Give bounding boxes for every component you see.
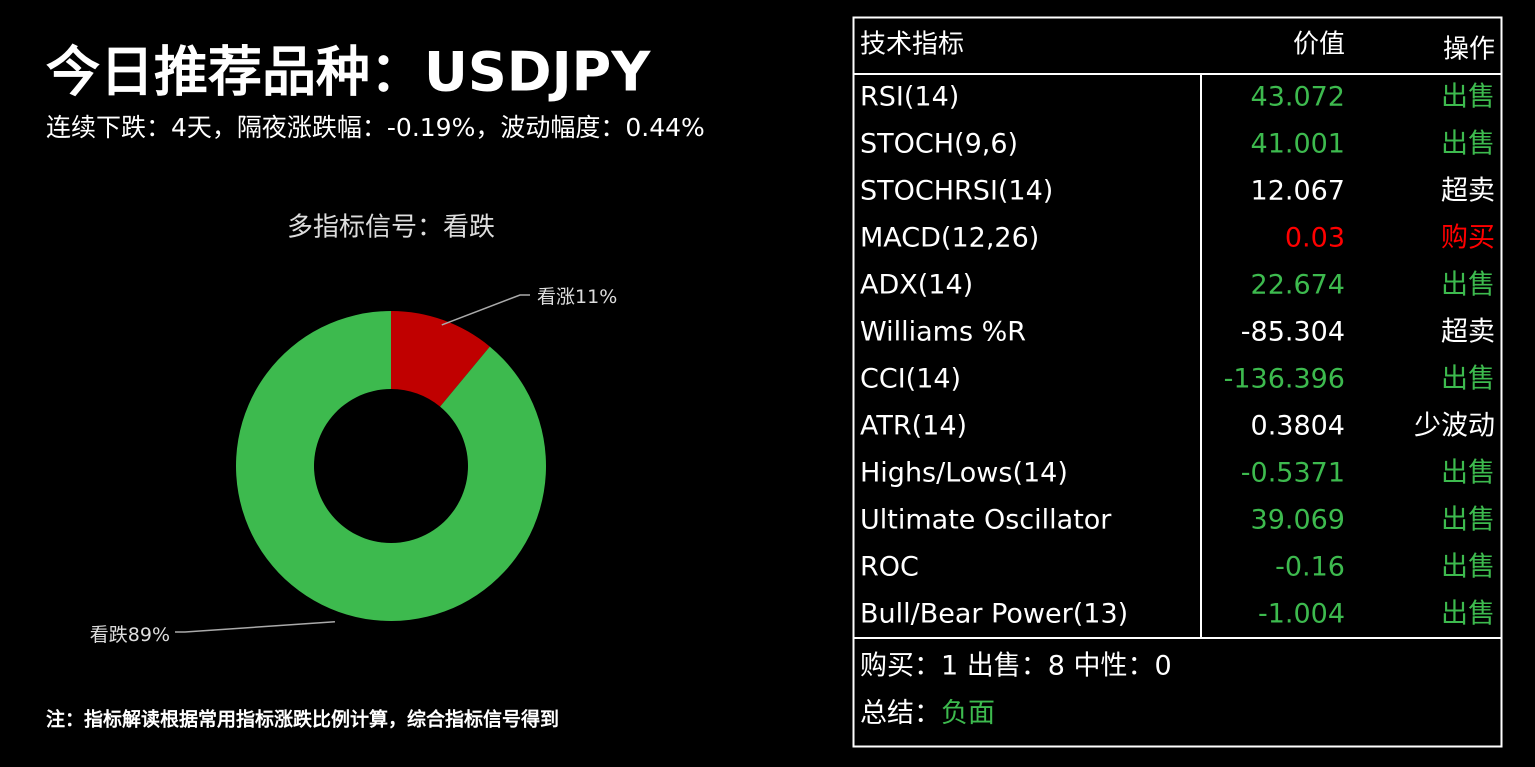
indicator-name: ADX(14) xyxy=(860,270,973,301)
indicator-name: Williams %R xyxy=(860,317,1026,348)
indicator-value: -0.16 xyxy=(1275,552,1345,583)
pie-slice xyxy=(391,311,490,407)
indicator-action: 少波动 xyxy=(1414,411,1495,442)
indicator-name: Highs/Lows(14) xyxy=(860,458,1068,489)
note: 注：指标解读根据常用指标涨跌比例计算，综合指标信号得到 xyxy=(46,708,559,731)
indicator-name: ROC xyxy=(860,552,919,583)
indicator-action: 出售 xyxy=(1441,599,1495,630)
slice-label: 看涨11% xyxy=(537,286,617,308)
indicator-name: RSI(14) xyxy=(860,82,959,113)
summary-value: 负面 xyxy=(941,698,995,729)
indicator-name: Bull/Bear Power(13) xyxy=(860,599,1128,630)
indicator-name: ATR(14) xyxy=(860,411,967,442)
signal-counts: 购买：1 出售：8 中性：0 xyxy=(860,651,1172,682)
label-line xyxy=(175,620,335,633)
indicator-name: CCI(14) xyxy=(860,364,961,395)
indicator-value: 22.674 xyxy=(1251,270,1345,301)
page-title: 今日推荐品种：USDJPY xyxy=(46,41,651,104)
indicator-value: 0.03 xyxy=(1285,223,1345,254)
indicator-value: 41.001 xyxy=(1251,129,1345,160)
indicator-value: 0.3804 xyxy=(1251,411,1345,442)
indicator-value: -85.304 xyxy=(1241,317,1345,348)
indicator-action: 出售 xyxy=(1441,129,1495,160)
indicator-action: 出售 xyxy=(1441,552,1495,583)
summary: 总结：负面 xyxy=(860,698,995,729)
summary-label: 总结： xyxy=(860,698,941,729)
label-line xyxy=(441,294,530,326)
indicator-action: 出售 xyxy=(1441,458,1495,489)
indicator-action: 购买 xyxy=(1441,223,1495,254)
indicator-value: -1.004 xyxy=(1258,599,1345,630)
indicator-value: 12.067 xyxy=(1251,176,1345,207)
indicator-action: 出售 xyxy=(1441,82,1495,113)
indicator-name: MACD(12,26) xyxy=(860,223,1039,254)
indicator-name: STOCH(9,6) xyxy=(860,129,1018,160)
indicator-action: 出售 xyxy=(1441,505,1495,536)
indicator-value: 39.069 xyxy=(1251,505,1345,536)
indicator-name: Ultimate Oscillator xyxy=(860,505,1112,536)
slice-label: 看跌89% xyxy=(90,624,170,646)
indicator-action: 超卖 xyxy=(1441,176,1495,207)
table-header: 操作 xyxy=(1443,35,1495,65)
slice-value: 11% xyxy=(575,286,617,308)
table-header: 技术指标 xyxy=(860,30,964,60)
slice-value: 89% xyxy=(128,624,170,646)
pie-slice xyxy=(236,311,546,621)
table-rows: RSI(14) 43.072 出售 STOCH(9,6) 41.001 出售 STOCHRS… xyxy=(860,82,1495,630)
chart-title: 多指标信号：看跌 xyxy=(287,213,495,243)
indicator-value: -136.396 xyxy=(1224,364,1345,395)
indicator-value: 43.072 xyxy=(1251,82,1345,113)
indicator-action: 出售 xyxy=(1441,270,1495,301)
slice-category: 看跌 xyxy=(90,624,128,646)
slice-category: 看涨 xyxy=(537,286,575,308)
subtitle: 连续下跌：4天，隔夜涨跌幅：-0.19%，波动幅度：0.44% xyxy=(46,113,705,142)
indicator-value: -0.5371 xyxy=(1241,458,1345,489)
donut-chart: 看涨11% 看跌89% xyxy=(90,286,618,646)
indicator-name: STOCHRSI(14) xyxy=(860,176,1053,207)
table-border xyxy=(852,16,1503,748)
table-header: 价值 xyxy=(1293,30,1345,60)
indicator-action: 出售 xyxy=(1441,364,1495,395)
indicator-action: 超卖 xyxy=(1441,317,1495,348)
